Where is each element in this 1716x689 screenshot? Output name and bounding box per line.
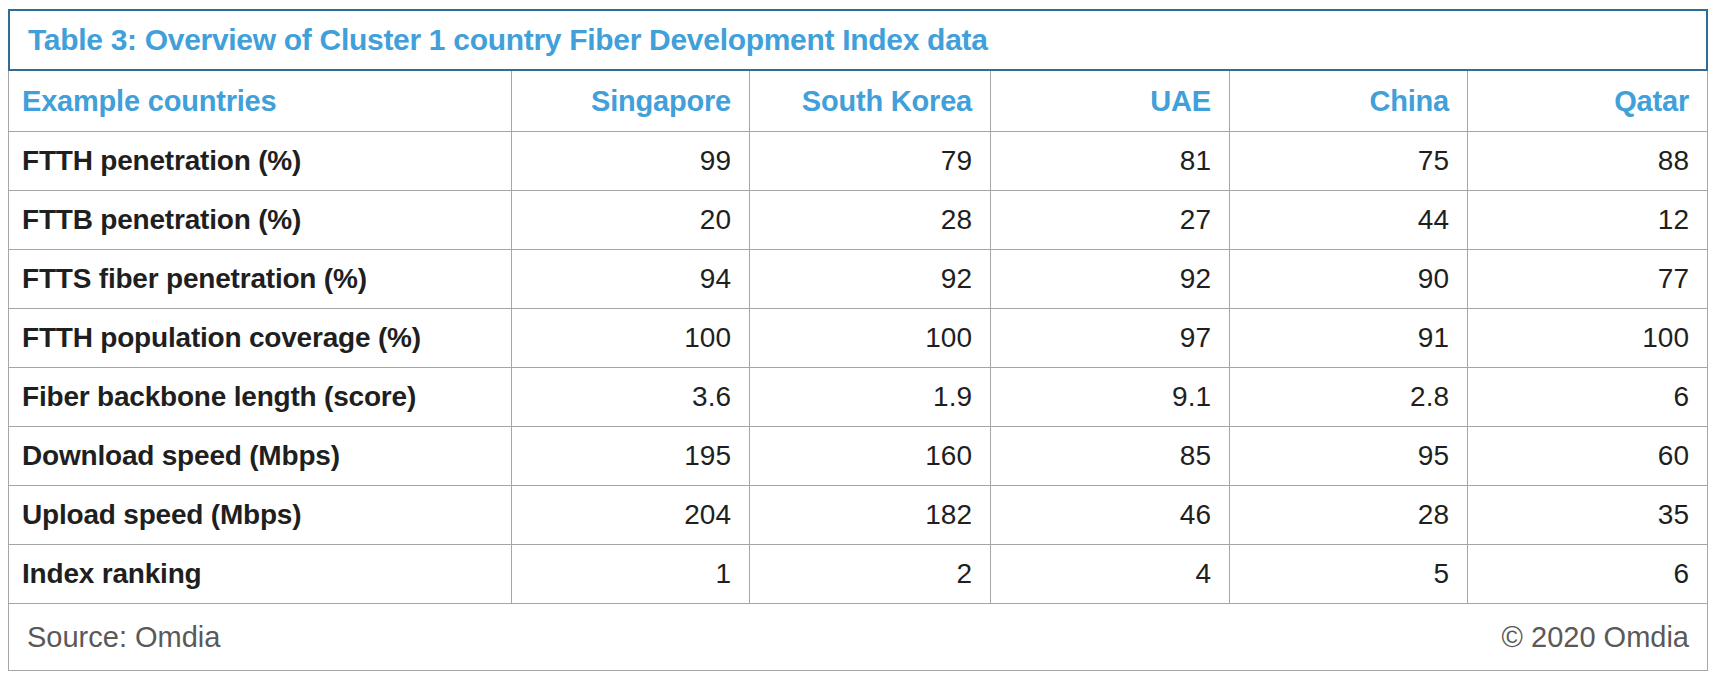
source-note: Source: Omdia <box>27 621 220 654</box>
table-cell: 91 <box>1230 309 1468 367</box>
table-cell: 92 <box>991 250 1230 308</box>
row-label: FTTH population coverage (%) <box>9 309 512 367</box>
column-header-china: China <box>1230 71 1468 131</box>
row-label: FTTH penetration (%) <box>9 132 512 190</box>
table-cell: 195 <box>512 427 750 485</box>
table-cell: 60 <box>1468 427 1707 485</box>
table-cell: 46 <box>991 486 1230 544</box>
table-cell: 81 <box>991 132 1230 190</box>
table-row: FTTH penetration (%)9979817588 <box>9 132 1707 191</box>
table-cell: 44 <box>1230 191 1468 249</box>
row-label: Upload speed (Mbps) <box>9 486 512 544</box>
table-cell: 77 <box>1468 250 1707 308</box>
column-header-south-korea: South Korea <box>750 71 991 131</box>
table-row: Index ranking12456 <box>9 545 1707 604</box>
table-row: FTTS fiber penetration (%)9492929077 <box>9 250 1707 309</box>
report-table-figure: Table 3: Overview of Cluster 1 country F… <box>0 0 1716 689</box>
table-cell: 5 <box>1230 545 1468 603</box>
table-cell: 79 <box>750 132 991 190</box>
row-label: Index ranking <box>9 545 512 603</box>
table-cell: 88 <box>1468 132 1707 190</box>
table-cell: 75 <box>1230 132 1468 190</box>
table-cell: 2.8 <box>1230 368 1468 426</box>
table-cell: 204 <box>512 486 750 544</box>
table-cell: 85 <box>991 427 1230 485</box>
column-header-example-countries: Example countries <box>9 71 512 131</box>
column-header-uae: UAE <box>991 71 1230 131</box>
table-cell: 1 <box>512 545 750 603</box>
column-header-singapore: Singapore <box>512 71 750 131</box>
fiber-development-index-table: Table 3: Overview of Cluster 1 country F… <box>8 9 1708 671</box>
table-footer: Source: Omdia © 2020 Omdia <box>9 604 1707 670</box>
table-cell: 4 <box>991 545 1230 603</box>
table-cell: 97 <box>991 309 1230 367</box>
table-cell: 2 <box>750 545 991 603</box>
table-cell: 92 <box>750 250 991 308</box>
table-cell: 6 <box>1468 368 1707 426</box>
table-cell: 94 <box>512 250 750 308</box>
table-body: Example countries SingaporeSouth KoreaUA… <box>8 71 1708 671</box>
table-header-row: Example countries SingaporeSouth KoreaUA… <box>9 71 1707 132</box>
table-cell: 95 <box>1230 427 1468 485</box>
table-row: FTTH population coverage (%)100100979110… <box>9 309 1707 368</box>
table-row: FTTB penetration (%)2028274412 <box>9 191 1707 250</box>
row-label: Download speed (Mbps) <box>9 427 512 485</box>
table-cell: 99 <box>512 132 750 190</box>
table-cell: 12 <box>1468 191 1707 249</box>
table-row: Download speed (Mbps)195160859560 <box>9 427 1707 486</box>
table-cell: 28 <box>1230 486 1468 544</box>
table-cell: 27 <box>991 191 1230 249</box>
table-title: Table 3: Overview of Cluster 1 country F… <box>8 9 1708 71</box>
table-cell: 6 <box>1468 545 1707 603</box>
table-cell: 182 <box>750 486 991 544</box>
table-row: Upload speed (Mbps)204182462835 <box>9 486 1707 545</box>
table-cell: 20 <box>512 191 750 249</box>
table-cell: 100 <box>512 309 750 367</box>
table-cell: 9.1 <box>991 368 1230 426</box>
table-row: Fiber backbone length (score)3.61.99.12.… <box>9 368 1707 427</box>
table-cell: 90 <box>1230 250 1468 308</box>
table-cell: 1.9 <box>750 368 991 426</box>
table-cell: 160 <box>750 427 991 485</box>
table-cell: 100 <box>1468 309 1707 367</box>
table-cell: 100 <box>750 309 991 367</box>
table-cell: 35 <box>1468 486 1707 544</box>
table-cell: 28 <box>750 191 991 249</box>
copyright-note: © 2020 Omdia <box>1502 621 1689 654</box>
row-label: FTTS fiber penetration (%) <box>9 250 512 308</box>
table-rows: FTTH penetration (%)9979817588FTTB penet… <box>9 132 1707 604</box>
row-label: FTTB penetration (%) <box>9 191 512 249</box>
column-header-qatar: Qatar <box>1468 71 1707 131</box>
row-label: Fiber backbone length (score) <box>9 368 512 426</box>
table-cell: 3.6 <box>512 368 750 426</box>
